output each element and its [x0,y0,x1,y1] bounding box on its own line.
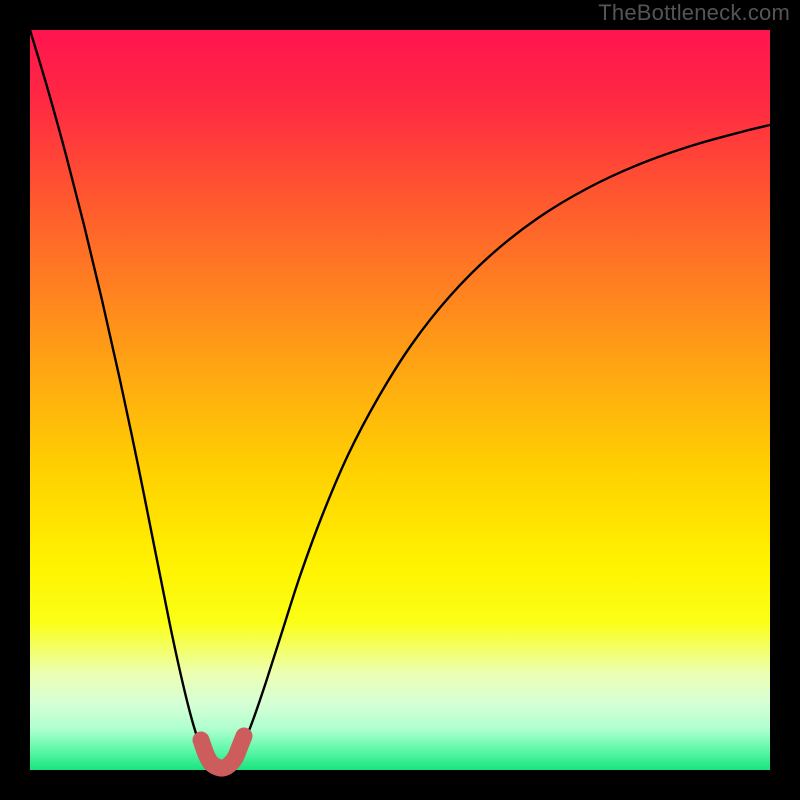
plot-area-background [30,30,770,770]
bottleneck-curve-chart [0,0,800,800]
watermark-text: TheBottleneck.com [598,0,790,26]
chart-container: TheBottleneck.com [0,0,800,800]
